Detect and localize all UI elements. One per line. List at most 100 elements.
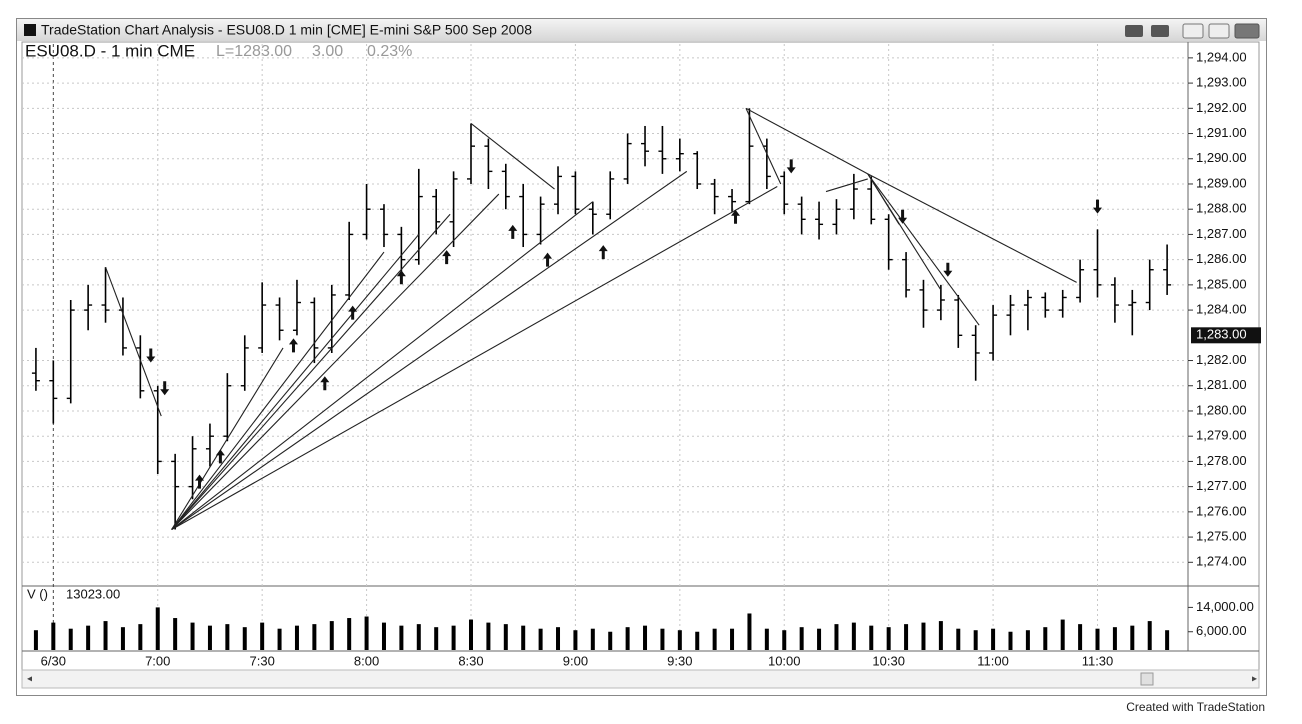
volume-bar bbox=[33, 630, 38, 650]
scrollbar[interactable] bbox=[21, 669, 1260, 689]
price-bar bbox=[1058, 289, 1067, 318]
price-bar bbox=[1006, 294, 1015, 336]
volume-bar bbox=[190, 622, 195, 650]
window-buttons bbox=[1125, 23, 1260, 39]
volume-bar bbox=[347, 618, 352, 650]
down-arrow bbox=[1093, 199, 1103, 214]
y-tick-label: 1,287.00 bbox=[1196, 226, 1247, 241]
y-tick-label: 1,288.00 bbox=[1196, 201, 1247, 216]
symbol-title: ESU08.D - 1 min CME bbox=[25, 41, 195, 60]
price-bar bbox=[136, 335, 145, 399]
volume-bar bbox=[851, 622, 856, 650]
up-arrow bbox=[598, 245, 608, 260]
toolbar-button[interactable] bbox=[1125, 25, 1143, 37]
volume-bar bbox=[538, 628, 543, 650]
volume-bar bbox=[625, 627, 630, 650]
price-bar bbox=[641, 125, 650, 167]
volume-bar bbox=[399, 625, 404, 650]
volume-bar bbox=[712, 628, 717, 650]
volume-bar bbox=[1008, 631, 1013, 650]
price-bar bbox=[171, 453, 180, 530]
price-bar bbox=[728, 189, 737, 212]
volume-bar bbox=[486, 622, 491, 650]
y-tick-label: 1,286.00 bbox=[1196, 251, 1247, 266]
volume-bar bbox=[782, 630, 787, 650]
trend-line bbox=[171, 251, 385, 530]
price-bar bbox=[588, 201, 597, 235]
volume-bar bbox=[1025, 630, 1030, 650]
minimize-button[interactable] bbox=[1182, 23, 1204, 39]
chart-frame bbox=[21, 41, 1260, 671]
change-pct-readout: 0.23% bbox=[367, 43, 412, 60]
volume-bar bbox=[973, 630, 978, 650]
volume-bar bbox=[869, 625, 874, 650]
y-tick-label: 1,276.00 bbox=[1196, 503, 1247, 518]
volume-bar bbox=[207, 625, 212, 650]
x-tick-label: 9:30 bbox=[667, 653, 692, 668]
volume-bar bbox=[643, 625, 648, 650]
price-bar bbox=[223, 373, 232, 442]
volume-bar bbox=[468, 619, 473, 650]
trend-line bbox=[171, 213, 451, 530]
volume-bar bbox=[590, 628, 595, 650]
volume-bar bbox=[451, 625, 456, 650]
price-bar bbox=[971, 325, 980, 381]
volume-bar bbox=[991, 628, 996, 650]
volume-bar bbox=[294, 625, 299, 650]
price-bar bbox=[484, 138, 493, 190]
trend-line bbox=[745, 108, 782, 185]
window-title: TradeStation Chart Analysis - ESU08.D 1 … bbox=[41, 22, 532, 38]
price-bar bbox=[867, 176, 876, 225]
y-tick-label: 1,280.00 bbox=[1196, 402, 1247, 417]
volume-readout: 13023.00 bbox=[66, 586, 120, 601]
price-bar bbox=[675, 138, 684, 172]
y-tick-label: 1,274.00 bbox=[1196, 554, 1247, 569]
volume-bar bbox=[1078, 624, 1083, 650]
price-bar bbox=[432, 189, 441, 235]
y-tick-label: 1,293.00 bbox=[1196, 75, 1247, 90]
volume-bar bbox=[1043, 627, 1048, 650]
down-arrow bbox=[160, 381, 170, 396]
trend-line bbox=[171, 193, 500, 530]
volume-bar bbox=[608, 631, 613, 650]
trend-line bbox=[825, 178, 868, 193]
price-bar bbox=[66, 299, 75, 404]
up-arrow bbox=[543, 252, 553, 267]
volume-bar bbox=[799, 627, 804, 650]
down-arrow bbox=[786, 159, 796, 174]
volume-bar bbox=[904, 624, 909, 650]
y-tick-label: 1,284.00 bbox=[1196, 302, 1247, 317]
trend-line bbox=[470, 123, 555, 190]
scroll-left[interactable]: ◂ bbox=[27, 674, 32, 685]
maximize-button[interactable] bbox=[1208, 23, 1230, 39]
volume-bar bbox=[921, 622, 926, 650]
price-bar bbox=[554, 166, 563, 215]
volume-bar bbox=[277, 628, 282, 650]
close-button[interactable] bbox=[1234, 23, 1260, 39]
scrollbar-thumb[interactable] bbox=[1140, 672, 1154, 686]
volume-bar bbox=[695, 631, 700, 650]
price-bar bbox=[240, 335, 249, 391]
price-bar bbox=[31, 347, 40, 391]
price-bar bbox=[623, 133, 632, 184]
up-arrow bbox=[320, 376, 330, 391]
price-bar bbox=[1023, 289, 1032, 331]
price-bar bbox=[832, 199, 841, 235]
price-bar bbox=[745, 108, 754, 205]
volume-bar bbox=[660, 628, 665, 650]
volume-bar bbox=[312, 624, 317, 650]
y-tick-label: 1,294.00 bbox=[1196, 49, 1247, 64]
y-tick-label: 1,292.00 bbox=[1196, 100, 1247, 115]
price-bar bbox=[1128, 289, 1137, 336]
toolbar-button[interactable] bbox=[1151, 25, 1169, 37]
volume-bar bbox=[173, 618, 178, 650]
up-arrow bbox=[348, 305, 358, 320]
price-bar bbox=[397, 226, 406, 273]
y-tick-label: 1,277.00 bbox=[1196, 478, 1247, 493]
price-bar bbox=[49, 360, 58, 424]
volume-bar bbox=[225, 624, 230, 650]
up-arrow bbox=[288, 338, 298, 353]
price-bar bbox=[710, 178, 719, 215]
scroll-right[interactable]: ▸ bbox=[1252, 674, 1257, 685]
volume-bar bbox=[1147, 621, 1152, 650]
